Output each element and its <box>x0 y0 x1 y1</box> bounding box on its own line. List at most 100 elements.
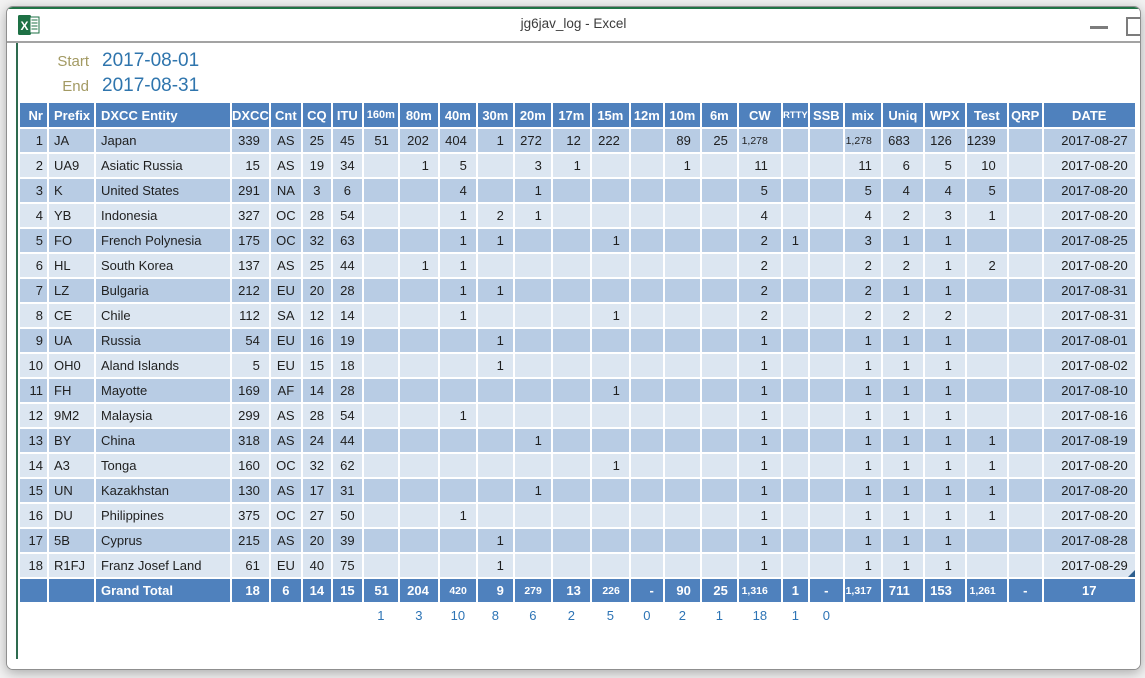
cell[interactable]: 3 <box>20 179 49 204</box>
col-header-6m[interactable]: 6m <box>701 103 739 129</box>
cell[interactable]: 25 <box>302 129 333 154</box>
cell[interactable]: LZ <box>49 279 96 304</box>
grand-total-cell[interactable]: 18 <box>232 579 271 604</box>
col-header-itu[interactable]: ITU <box>332 103 364 129</box>
cell[interactable]: 2017-08-02 <box>1043 354 1137 379</box>
cell[interactable] <box>630 279 665 304</box>
band-count-cell[interactable]: 2 <box>552 604 592 628</box>
cell[interactable] <box>1008 304 1044 329</box>
cell[interactable]: EU <box>270 279 303 304</box>
cell[interactable]: 2 <box>844 304 883 329</box>
cell[interactable] <box>1008 229 1044 254</box>
cell[interactable]: 1 <box>924 554 967 579</box>
cell[interactable] <box>363 279 400 304</box>
cell[interactable]: 1 <box>882 379 925 404</box>
cell[interactable]: 1 <box>591 454 631 479</box>
cell[interactable]: 51 <box>363 129 400 154</box>
cell[interactable]: 291 <box>232 179 271 204</box>
cell[interactable]: EU <box>270 329 303 354</box>
band-count-cell[interactable] <box>966 604 1009 628</box>
cell[interactable]: HL <box>49 254 96 279</box>
cell[interactable]: 1 <box>882 229 925 254</box>
cell[interactable]: 28 <box>302 404 333 429</box>
cell[interactable] <box>701 529 739 554</box>
cell[interactable]: 75 <box>332 554 364 579</box>
col-header-dxcc-entity[interactable]: DXCC Entity <box>96 103 232 129</box>
cell[interactable] <box>591 329 631 354</box>
cell[interactable] <box>552 279 592 304</box>
cell[interactable]: 2017-08-01 <box>1043 329 1137 354</box>
cell[interactable]: 19 <box>332 329 364 354</box>
cell[interactable] <box>782 504 810 529</box>
cell[interactable] <box>782 304 810 329</box>
cell[interactable] <box>363 329 400 354</box>
cell[interactable]: OC <box>270 504 303 529</box>
cell[interactable]: China <box>96 429 232 454</box>
cell[interactable] <box>399 454 440 479</box>
cell[interactable]: YB <box>49 204 96 229</box>
band-count-cell[interactable] <box>1008 604 1044 628</box>
grand-total-cell[interactable]: 17 <box>1043 579 1137 604</box>
cell[interactable]: 1 <box>844 379 883 404</box>
cell[interactable] <box>809 254 845 279</box>
cell[interactable]: AS <box>270 529 303 554</box>
end-value-cell[interactable]: 2017-08-31 <box>102 75 200 96</box>
cell[interactable] <box>439 529 478 554</box>
cell[interactable]: 10 <box>20 354 49 379</box>
cell[interactable] <box>809 504 845 529</box>
cell[interactable]: 11 <box>20 379 49 404</box>
band-count-cell[interactable] <box>270 604 303 628</box>
cell[interactable]: 15 <box>232 154 271 179</box>
cell[interactable] <box>552 554 592 579</box>
cell[interactable]: 2017-08-25 <box>1043 229 1137 254</box>
cell[interactable] <box>477 304 515 329</box>
cell[interactable]: 15 <box>302 354 333 379</box>
cell[interactable] <box>514 379 553 404</box>
cell[interactable]: 1,278 <box>738 129 783 154</box>
cell[interactable]: 2017-08-20 <box>1043 154 1137 179</box>
cell[interactable]: 1 <box>552 154 592 179</box>
cell[interactable]: 63 <box>332 229 364 254</box>
cell[interactable] <box>664 229 702 254</box>
cell[interactable] <box>664 404 702 429</box>
cell[interactable] <box>399 379 440 404</box>
cell[interactable] <box>552 179 592 204</box>
cell[interactable]: OC <box>270 229 303 254</box>
cell[interactable] <box>630 429 665 454</box>
grand-total-cell[interactable]: 13 <box>552 579 592 604</box>
cell[interactable]: 1 <box>514 429 553 454</box>
cell[interactable] <box>477 504 515 529</box>
cell[interactable]: 1 <box>882 529 925 554</box>
cell[interactable]: 18 <box>332 354 364 379</box>
cell[interactable]: 27 <box>302 504 333 529</box>
cell[interactable]: A3 <box>49 454 96 479</box>
cell[interactable] <box>966 279 1009 304</box>
cell[interactable]: 1 <box>924 329 967 354</box>
cell[interactable]: 299 <box>232 404 271 429</box>
cell[interactable]: 1 <box>966 504 1009 529</box>
cell[interactable]: 2017-08-20 <box>1043 479 1137 504</box>
cell[interactable]: 2017-08-20 <box>1043 179 1137 204</box>
cell[interactable]: 1 <box>924 504 967 529</box>
col-header-test[interactable]: Test <box>966 103 1009 129</box>
cell[interactable]: 137 <box>232 254 271 279</box>
cell[interactable]: 20 <box>302 529 333 554</box>
cell[interactable] <box>809 454 845 479</box>
cell[interactable]: Mayotte <box>96 379 232 404</box>
cell[interactable] <box>782 179 810 204</box>
cell[interactable]: 32 <box>302 454 333 479</box>
cell[interactable]: 2017-08-16 <box>1043 404 1137 429</box>
cell[interactable] <box>591 154 631 179</box>
cell[interactable] <box>630 454 665 479</box>
cell[interactable]: Russia <box>96 329 232 354</box>
cell[interactable] <box>701 504 739 529</box>
cell[interactable] <box>514 529 553 554</box>
cell[interactable]: 2 <box>738 254 783 279</box>
cell[interactable] <box>630 354 665 379</box>
cell[interactable] <box>782 129 810 154</box>
grand-total-cell[interactable] <box>49 579 96 604</box>
cell[interactable] <box>782 404 810 429</box>
cell[interactable]: 44 <box>332 254 364 279</box>
cell[interactable] <box>630 379 665 404</box>
band-count-cell[interactable] <box>49 604 96 628</box>
